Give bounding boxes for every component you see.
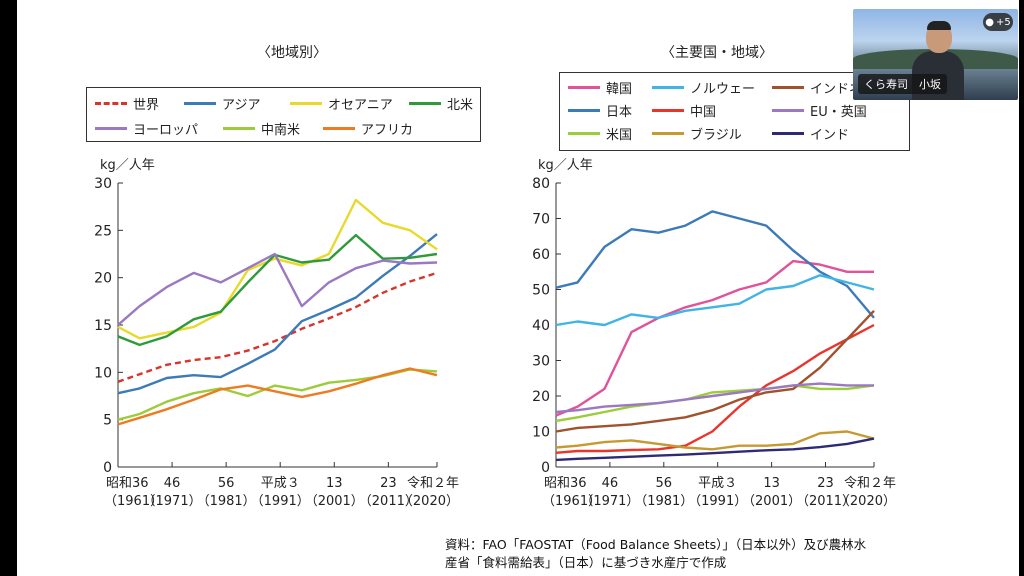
x-tick-label: 昭和36	[544, 476, 587, 491]
participant-name: くら寿司 小坂	[858, 74, 947, 94]
y-tick-label: 20	[94, 271, 112, 287]
series-line-1	[117, 233, 438, 395]
y-tick-label: 15	[94, 318, 112, 334]
y-tick-label: 0	[541, 460, 550, 476]
legend-item-india: インド	[772, 124, 849, 143]
x-tick-label: 23	[817, 476, 834, 491]
y-axis-label: kg／人年	[538, 158, 593, 173]
left-chart-title: 〈地域別〉	[257, 45, 327, 61]
source-note: 資料：FAO「FAOSTAT（Food Balance Sheets）」（日本以…	[445, 536, 866, 572]
legend-item-world: 世界	[95, 94, 159, 113]
x-tick-label: 令和２年	[844, 476, 896, 491]
x-tick-year: （2001）	[305, 494, 364, 509]
y-tick-label: 80	[532, 176, 550, 192]
x-tick-year: （1961）	[104, 494, 163, 509]
x-tick-label: 13	[326, 476, 343, 491]
legend-item-oceania: オセアニア	[290, 94, 393, 113]
left-line-chart: kg／人年 0 5 10 15 20 25 30 昭和36 （1961）46 （1971） 56 （19…	[94, 158, 459, 509]
x-tick-label: 13	[763, 476, 780, 491]
x-tick-year: （2011）	[796, 494, 855, 509]
x-tick-year: （1971）	[143, 494, 202, 509]
participant-video-tile[interactable]: ● +5 くら寿司 小坂	[853, 9, 1018, 100]
legend-item-asia: アジア	[184, 94, 260, 113]
right-line-chart: kg／人年 0 10 20 30 40 50 60 70 80 昭和36 （1961）46 （1971）…	[532, 158, 896, 509]
series-line-4	[555, 323, 875, 454]
legend-item-latin-america: 中南米	[223, 119, 300, 138]
series-line-7	[555, 382, 874, 414]
source-line-1: 資料：FAO「FAOSTAT（Food Balance Sheets）」（日本以…	[445, 537, 867, 552]
x-tick-label: 46	[602, 476, 619, 491]
x-tick-year: （2020）	[400, 494, 459, 509]
y-tick-label: 10	[94, 365, 112, 381]
y-tick-label: 30	[532, 354, 550, 370]
x-tick-label: 令和２年	[407, 476, 459, 491]
x-tick-year: （2011）	[359, 494, 418, 509]
series-line-2	[117, 198, 438, 340]
x-tick-label: 23	[380, 476, 397, 491]
source-line-2: 産省「食料需給表」（日本）に基づき水産庁で作成	[445, 555, 727, 570]
series-line-8	[555, 437, 875, 462]
legend-item-korea: 韓国	[568, 78, 632, 97]
legend-item-brazil: ブラジル	[652, 124, 742, 143]
y-tick-label: 5	[103, 413, 112, 429]
x-tick-year: （1991）	[688, 494, 747, 509]
series-line-5	[555, 430, 875, 451]
y-tick-label: 20	[532, 389, 550, 405]
x-tick-label: 56	[656, 476, 673, 491]
participants-badge[interactable]: ● +5	[983, 13, 1013, 31]
x-tick-year: （1981）	[634, 494, 693, 509]
legend-item-europe: ヨーロッパ	[95, 119, 198, 138]
x-tick-label: 56	[218, 476, 235, 491]
series-line-6	[117, 367, 438, 426]
x-tick-label: 平成３	[261, 476, 300, 491]
person-icon: ●	[985, 16, 994, 28]
series-line-4	[117, 252, 438, 326]
y-tick-label: 70	[532, 212, 550, 228]
x-tick-year: （2001）	[742, 494, 801, 509]
legend-item-eu-uk: EU・英国	[772, 101, 867, 120]
legend-item-usa: 米国	[568, 124, 632, 143]
y-tick-label: 40	[532, 318, 550, 334]
series-line-3	[555, 274, 875, 327]
x-tick-year: （1981）	[197, 494, 256, 509]
x-tick-year: （1971）	[580, 494, 639, 509]
x-tick-label: 平成３	[698, 476, 737, 491]
series-line-1	[555, 210, 875, 319]
x-tick-year: （1961）	[542, 494, 601, 509]
legend-item-china: 中国	[652, 101, 716, 120]
y-tick-label: 25	[94, 223, 112, 239]
y-tick-label: 50	[532, 283, 550, 299]
participants-count: +5	[995, 16, 1011, 28]
series-line-2	[555, 384, 875, 423]
legend-item-norway: ノルウェー	[652, 78, 755, 97]
legend-item-north-america: 北米	[409, 94, 473, 113]
y-tick-label: 60	[532, 247, 550, 263]
x-tick-label: 46	[164, 476, 181, 491]
slide: 〈地域別〉 〈主要国・地域〉 世界 アジア オセアニア 北米 ヨーロッパ 中南米…	[17, 0, 1019, 576]
left-legend: 世界 アジア オセアニア 北米 ヨーロッパ 中南米 アフリカ	[86, 87, 481, 142]
x-tick-label: 昭和36	[106, 476, 149, 491]
legend-item-africa: アフリカ	[323, 119, 413, 138]
y-axis-label: kg／人年	[100, 158, 155, 173]
series-line-0	[117, 271, 438, 383]
right-legend: 韓国 日本 米国 ノルウェー 中国 ブラジル インドネシア EU・英国 インド	[559, 72, 910, 151]
x-tick-year: （2020）	[837, 494, 896, 509]
legend-item-japan: 日本	[568, 101, 632, 120]
y-tick-label: 0	[103, 460, 112, 476]
right-chart-title: 〈主要国・地域〉	[661, 45, 773, 61]
x-tick-year: （1991）	[251, 494, 310, 509]
series-line-0	[555, 259, 874, 417]
y-tick-label: 10	[532, 425, 550, 441]
y-tick-label: 30	[94, 176, 112, 192]
series-line-6	[555, 309, 875, 433]
